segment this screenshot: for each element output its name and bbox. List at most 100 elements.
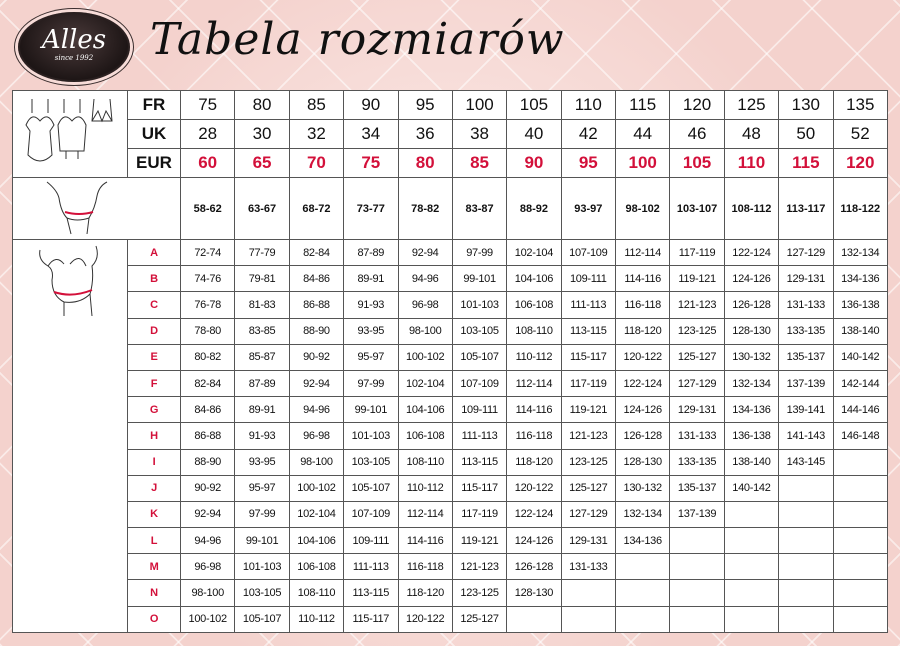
size-cell: 50 (778, 119, 834, 149)
size-cell: 80 (397, 148, 453, 178)
bust-cell: 100-102 (397, 343, 453, 371)
bust-cell: 131-133 (778, 291, 834, 319)
bust-cell: 119-121 (560, 396, 617, 424)
bust-cell: 121-123 (669, 291, 725, 319)
bust-cell: 82-84 (179, 369, 236, 398)
bust-cell (669, 527, 725, 555)
bust-cell: 115-117 (343, 605, 399, 633)
size-cell: 120 (832, 148, 888, 178)
bust-cell: 140-142 (832, 343, 888, 371)
size-cell: 48 (723, 119, 780, 149)
bust-cell: 134-136 (832, 265, 888, 293)
bust-cell: 105-107 (343, 474, 399, 502)
cup-row-k: K 92-94 97-99 102-104 107-109 112-114 117-119 1… (13, 500, 888, 529)
bust-cell (778, 605, 834, 633)
size-cell: 110 (560, 90, 617, 120)
underbust-cell: 103-107 (669, 177, 725, 240)
underbust-cell: 98-102 (614, 177, 671, 240)
bust-cell: 94-96 (397, 265, 453, 293)
bust-cell: 101-103 (451, 291, 508, 319)
bust-cell: 114-116 (614, 265, 671, 293)
underbust-illustration-icon (12, 177, 181, 240)
bust-cell (506, 605, 562, 633)
size-cell: 130 (778, 90, 834, 120)
bust-cell: 106-108 (506, 291, 562, 319)
bust-cell: 115-117 (560, 343, 617, 371)
size-cell: 80 (234, 90, 290, 120)
cup-letter: N (127, 579, 181, 607)
bust-cell: 122-124 (723, 238, 780, 267)
bust-cell: 86-88 (288, 291, 345, 319)
bust-cell: 127-129 (669, 369, 725, 398)
bust-cell: 137-139 (778, 369, 834, 398)
bust-cell: 111-113 (343, 553, 399, 581)
bust-cell: 101-103 (234, 553, 290, 581)
size-cell: 42 (560, 119, 617, 149)
size-cell: 85 (451, 148, 508, 178)
bust-cell: 116-118 (614, 291, 671, 319)
bust-cell: 135-137 (778, 343, 834, 371)
bust-cell: 141-143 (778, 422, 834, 450)
bust-cell: 120-122 (506, 474, 562, 502)
bust-cell (614, 553, 671, 581)
bust-cell: 111-113 (560, 291, 617, 319)
bust-cell: 76-78 (179, 291, 236, 319)
size-cell: 110 (723, 148, 780, 178)
bust-cell: 125-127 (669, 343, 725, 371)
bust-cell: 117-119 (560, 369, 617, 398)
underbust-cell: 58-62 (179, 177, 236, 240)
bust-cell: 142-144 (832, 369, 888, 398)
underbust-cell: 113-117 (778, 177, 834, 240)
bust-cell: 97-99 (451, 238, 508, 267)
bust-cell: 112-114 (614, 238, 671, 267)
size-cell: 30 (234, 119, 290, 149)
size-cell: 32 (288, 119, 345, 149)
size-cell: 75 (343, 148, 399, 178)
bust-cell: 108-110 (506, 317, 562, 345)
bust-cell: 122-124 (614, 369, 671, 398)
bust-cell: 126-128 (506, 553, 562, 581)
size-cell: 105 (506, 90, 562, 120)
bust-cell: 89-91 (343, 265, 399, 293)
bust-cell: 105-107 (451, 343, 508, 371)
bust-cell: 84-86 (179, 396, 236, 424)
bust-cell: 119-121 (451, 527, 508, 555)
bust-cell: 95-97 (234, 474, 290, 502)
bust-cell (723, 500, 780, 529)
cup-row-e: E 80-82 85-87 90-92 95-97 100-102 105-107 110-1… (13, 343, 888, 371)
cup-letter: K (127, 500, 181, 529)
bust-cell: 114-116 (506, 396, 562, 424)
cup-letter: D (127, 317, 181, 345)
system-label: UK (127, 119, 181, 149)
logo-brand: Alles (41, 25, 107, 55)
underbust-row: 58-62 63-67 68-72 73-77 78-82 83-87 88-92 93-97… (12, 177, 888, 240)
underbust-cell: 108-112 (723, 177, 780, 240)
cup-row-d: D 78-80 83-85 88-90 93-95 98-100 103-105 108-11… (13, 317, 888, 345)
bust-cell: 138-140 (723, 448, 780, 476)
bust-cell: 134-136 (723, 396, 780, 424)
bust-cell: 100-102 (288, 474, 345, 502)
bust-cell (669, 605, 725, 633)
cup-letter: O (127, 605, 181, 633)
bust-cell: 144-146 (832, 396, 888, 424)
size-cell: 95 (560, 148, 617, 178)
bust-cell (832, 527, 888, 555)
bust-cell: 133-135 (778, 317, 834, 345)
underbust-cell: 73-77 (343, 177, 399, 240)
bust-cell: 137-139 (669, 500, 725, 529)
bust-cell: 131-133 (669, 422, 725, 450)
bust-cell: 129-131 (669, 396, 725, 424)
bust-cell (778, 527, 834, 555)
cup-letter: I (127, 448, 181, 476)
bust-cell: 102-104 (288, 500, 345, 529)
bust-cell: 101-103 (343, 422, 399, 450)
bust-cell: 109-111 (560, 265, 617, 293)
bust-cell: 109-111 (451, 396, 508, 424)
bust-cell (560, 579, 617, 607)
bust-cell (669, 553, 725, 581)
cup-letter: H (127, 422, 181, 450)
bust-cell: 136-138 (832, 291, 888, 319)
cup-letter: E (127, 343, 181, 371)
bust-cell: 77-79 (234, 238, 290, 267)
bust-cell: 99-101 (234, 527, 290, 555)
